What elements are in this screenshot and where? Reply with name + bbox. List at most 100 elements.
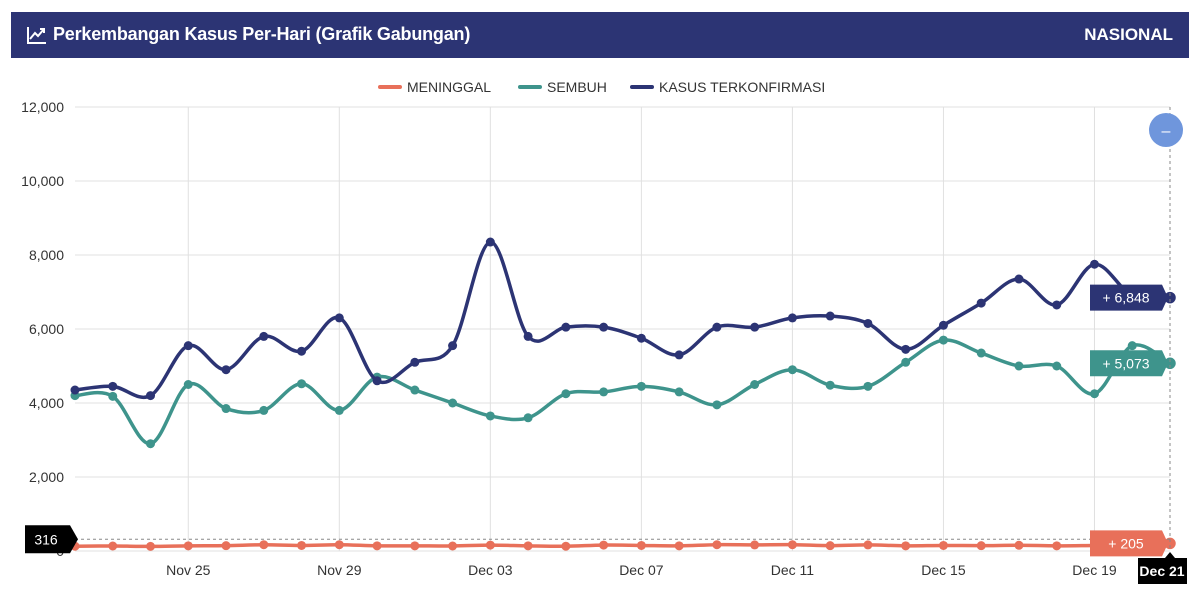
data-point[interactable] xyxy=(863,540,873,550)
data-point[interactable] xyxy=(976,541,986,551)
data-point[interactable] xyxy=(1052,361,1062,371)
data-point[interactable] xyxy=(183,380,193,389)
crosshair-x-badge xyxy=(1138,552,1187,584)
data-point[interactable] xyxy=(485,540,495,550)
data-point[interactable] xyxy=(636,540,646,550)
data-point[interactable] xyxy=(259,405,269,415)
data-point[interactable] xyxy=(1014,274,1024,284)
data-point[interactable] xyxy=(70,385,80,395)
data-point[interactable] xyxy=(750,540,760,550)
data-point[interactable] xyxy=(108,381,118,391)
data-point[interactable] xyxy=(221,365,231,375)
data-point[interactable] xyxy=(1089,259,1099,269)
data-point[interactable] xyxy=(183,341,193,351)
chart-title: Perkembangan Kasus Per-Hari (Grafik Gabu… xyxy=(53,24,471,44)
data-point[interactable] xyxy=(1052,541,1062,551)
data-point[interactable] xyxy=(750,380,760,389)
legend[interactable]: MENINGGAL SEMBUH KASUS TERKONFIRMASI xyxy=(378,79,825,95)
data-point[interactable] xyxy=(108,391,118,401)
data-point[interactable] xyxy=(976,298,986,308)
data-point[interactable] xyxy=(1127,341,1137,351)
data-point[interactable] xyxy=(221,541,231,551)
legend-item[interactable]: KASUS TERKONFIRMASI xyxy=(630,79,825,95)
y-tick-label: 2,000 xyxy=(29,469,64,485)
data-point[interactable] xyxy=(901,344,911,354)
data-point[interactable] xyxy=(599,540,609,550)
data-point[interactable] xyxy=(146,439,156,449)
data-point[interactable] xyxy=(863,381,873,391)
data-point[interactable] xyxy=(938,335,948,345)
tooltip-label: + 6,848 xyxy=(1102,290,1149,306)
data-point[interactable] xyxy=(372,376,382,386)
data-point[interactable] xyxy=(976,348,986,358)
data-point[interactable] xyxy=(523,541,533,551)
data-point[interactable] xyxy=(599,387,609,397)
crosshair-overlay: 316 Dec 21 + 205 + 5,073 + 6,848 xyxy=(25,107,1187,584)
data-point[interactable] xyxy=(863,318,873,328)
tooltip-box xyxy=(1090,530,1168,557)
data-point[interactable] xyxy=(599,322,609,332)
data-point[interactable] xyxy=(259,540,269,550)
data-point[interactable] xyxy=(561,389,571,399)
data-point[interactable] xyxy=(674,387,684,397)
data-point[interactable] xyxy=(674,350,684,360)
data-point[interactable] xyxy=(1052,300,1062,310)
x-tick-label: Dec 15 xyxy=(921,562,966,578)
data-point[interactable] xyxy=(297,346,307,356)
data-point[interactable] xyxy=(787,313,797,323)
legend-item[interactable]: MENINGGAL xyxy=(378,79,491,95)
data-point[interactable] xyxy=(787,540,797,550)
data-point[interactable] xyxy=(636,381,646,391)
data-point[interactable] xyxy=(938,320,948,330)
data-point[interactable] xyxy=(938,540,948,550)
data-point[interactable] xyxy=(1089,389,1099,399)
crosshair-y-label: 316 xyxy=(34,531,58,547)
data-point[interactable] xyxy=(1014,540,1024,550)
data-point[interactable] xyxy=(561,322,571,332)
data-point[interactable] xyxy=(901,541,911,551)
data-point[interactable] xyxy=(108,541,118,551)
zoom-out-icon: – xyxy=(1162,123,1171,140)
scope-label[interactable]: NASIONAL xyxy=(1084,25,1173,44)
data-point[interactable] xyxy=(825,311,835,321)
data-point[interactable] xyxy=(372,541,382,551)
y-tick-label: 6,000 xyxy=(29,321,64,337)
data-point[interactable] xyxy=(712,540,722,550)
data-point[interactable] xyxy=(485,237,495,247)
data-point[interactable] xyxy=(410,541,420,551)
data-point[interactable] xyxy=(485,411,495,421)
data-point[interactable] xyxy=(334,405,344,415)
data-point[interactable] xyxy=(146,391,156,401)
data-point[interactable] xyxy=(561,541,571,551)
data-point[interactable] xyxy=(825,380,835,390)
data-point[interactable] xyxy=(334,313,344,323)
data-point[interactable] xyxy=(448,341,458,351)
zoom-out-button[interactable]: – xyxy=(1149,113,1183,147)
data-point[interactable] xyxy=(523,331,533,341)
data-point[interactable] xyxy=(448,398,458,408)
data-point[interactable] xyxy=(410,385,420,395)
legend-item[interactable]: SEMBUH xyxy=(518,79,607,95)
data-point[interactable] xyxy=(901,357,911,367)
data-point[interactable] xyxy=(787,365,797,375)
data-point[interactable] xyxy=(183,541,193,551)
data-point[interactable] xyxy=(712,322,722,332)
data-point[interactable] xyxy=(410,357,420,367)
data-point[interactable] xyxy=(712,400,722,410)
data-point[interactable] xyxy=(334,540,344,550)
x-tick-label: Dec 03 xyxy=(468,562,513,578)
data-point[interactable] xyxy=(259,331,269,341)
value-tooltip: + 6,848 xyxy=(1090,284,1168,311)
data-point[interactable] xyxy=(750,322,760,332)
legend-label: MENINGGAL xyxy=(407,79,491,95)
data-point[interactable] xyxy=(146,541,156,551)
data-point[interactable] xyxy=(221,404,231,414)
data-point[interactable] xyxy=(297,379,307,389)
data-point[interactable] xyxy=(297,540,307,550)
data-point[interactable] xyxy=(825,541,835,551)
data-point[interactable] xyxy=(674,541,684,551)
data-point[interactable] xyxy=(523,413,533,423)
data-point[interactable] xyxy=(1014,361,1024,371)
data-point[interactable] xyxy=(448,541,458,551)
data-point[interactable] xyxy=(636,333,646,343)
